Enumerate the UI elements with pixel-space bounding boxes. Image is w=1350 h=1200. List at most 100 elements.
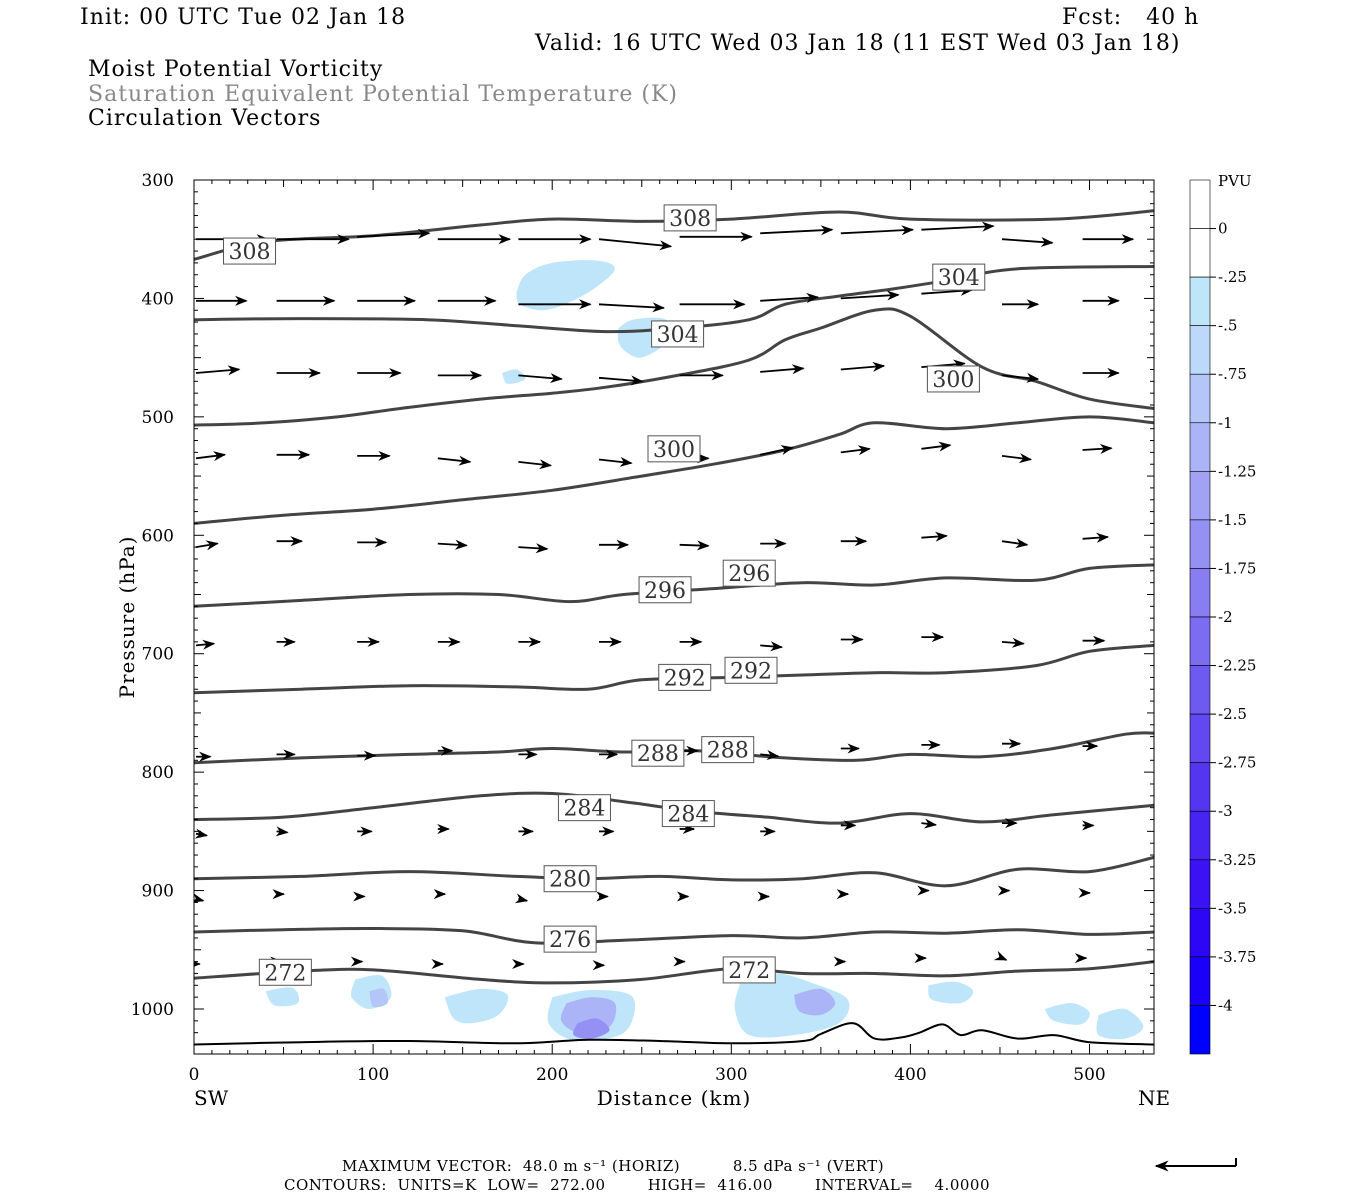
circulation-vector — [357, 228, 431, 239]
circulation-vector — [194, 893, 205, 903]
contour-label: 284 — [661, 800, 715, 828]
circulation-vector — [1001, 372, 1040, 383]
circulation-vector — [598, 302, 666, 313]
y-tick-label: 900 — [142, 882, 174, 902]
colorbar-tick-label: -2.75 — [1218, 754, 1256, 772]
svg-text:272: 272 — [728, 959, 770, 984]
svg-text:276: 276 — [549, 928, 591, 953]
colorbar-tick-label: -3.75 — [1218, 948, 1256, 966]
theta-es-contour-272 — [194, 926, 1154, 945]
y-tick-label: 300 — [142, 171, 174, 191]
contour-label: 300 — [647, 435, 701, 463]
circulation-vector — [840, 290, 900, 301]
svg-text:304: 304 — [938, 266, 980, 291]
svg-text:304: 304 — [657, 323, 699, 348]
svg-text:284: 284 — [667, 803, 709, 828]
x-tick-label: 500 — [1073, 1065, 1105, 1085]
contour-label: 272 — [258, 958, 312, 986]
contour-label: 276 — [543, 925, 597, 953]
contours-note: CONTOURS: UNITS=K LOW= 272.00 HIGH= 416.… — [284, 1176, 990, 1194]
pv-shaded-region — [516, 260, 615, 311]
forecast-hour-label: Fcst: 40 h — [1062, 5, 1200, 30]
colorbar-swatch — [1189, 665, 1211, 715]
svg-text:288: 288 — [707, 739, 749, 764]
colorbar-swatch — [1189, 568, 1211, 618]
theta-es-contour-296 — [194, 415, 1154, 525]
x-tick-label: 300 — [715, 1065, 747, 1085]
theta-es-contour-288 — [194, 643, 1154, 695]
colorbar-swatch — [1189, 519, 1211, 569]
field-title-vectors: Circulation Vectors — [88, 106, 322, 131]
y-tick-label: 1000 — [131, 1000, 174, 1020]
svg-text:288: 288 — [637, 742, 679, 767]
y-tick-label: 500 — [142, 408, 174, 428]
svg-text:308: 308 — [669, 207, 711, 232]
y-tick-label: 800 — [142, 763, 174, 783]
circulation-vector — [518, 543, 549, 554]
circulation-vector — [921, 221, 995, 232]
colorbar-tick-label: -.75 — [1218, 365, 1247, 383]
y-tick-label: 600 — [142, 526, 174, 546]
reference-vector-arrow — [1154, 1158, 1237, 1172]
pv-shaded-region — [502, 369, 526, 384]
circulation-vector — [518, 459, 553, 470]
circulation-vector — [1001, 637, 1025, 648]
svg-text:280: 280 — [549, 868, 591, 893]
svg-text:292: 292 — [730, 659, 772, 684]
max-vector-note: MAXIMUM VECTOR: 48.0 m s⁻¹ (HORIZ) 8.5 d… — [342, 1157, 885, 1175]
field-title-theta-es: Saturation Equivalent Potential Temperat… — [88, 82, 678, 107]
circulation-vector — [437, 455, 472, 466]
colorbar-tick-label: -3.5 — [1218, 899, 1247, 917]
theta-es-contour-292 — [194, 563, 1154, 608]
pv-shaded-region — [265, 987, 300, 1007]
x-tick-label: 400 — [894, 1065, 926, 1085]
circulation-vector — [195, 451, 227, 462]
theta-es-contour-276 — [194, 855, 1154, 888]
colorbar-tick-label: -1.5 — [1218, 511, 1247, 529]
contour-label: 284 — [557, 794, 611, 822]
circulation-vector — [840, 225, 915, 236]
field-title-mpv: Moist Potential Vorticity — [88, 57, 384, 82]
pv-shaded-region — [794, 988, 836, 1016]
pv-shaded-region — [573, 1018, 610, 1039]
x-axis-label: Distance (km) — [597, 1086, 752, 1110]
circulation-vector — [921, 531, 948, 542]
y-tick-label: 700 — [142, 645, 174, 665]
colorbar-swatch — [1189, 276, 1211, 326]
colorbar-swatch — [1189, 810, 1211, 861]
svg-text:284: 284 — [563, 797, 605, 822]
colorbar-tick-label: -1.75 — [1218, 559, 1256, 577]
svg-text:296: 296 — [644, 579, 686, 604]
circulation-vector — [194, 828, 209, 839]
x-tick-label: 200 — [536, 1065, 568, 1085]
circulation-vector — [518, 373, 563, 384]
svg-text:300: 300 — [653, 438, 695, 463]
svg-text:300: 300 — [932, 368, 974, 393]
colorbar-swatch — [1189, 762, 1211, 812]
circulation-vector — [993, 950, 1008, 961]
terrain-fill — [194, 1023, 1154, 1054]
colorbar-swatch — [1189, 179, 1211, 229]
circulation-vector — [760, 641, 784, 652]
colorbar-tick-label: -2.25 — [1218, 657, 1256, 675]
colorbar-tick-label: -.25 — [1218, 268, 1247, 286]
contour-label: 304 — [932, 263, 986, 291]
pv-shaded-region — [928, 981, 974, 1004]
circulation-vector — [760, 750, 780, 761]
circulation-vector — [598, 238, 673, 251]
contour-label: 296 — [722, 559, 776, 587]
x-end-label-left: SW — [194, 1086, 229, 1110]
circulation-vector — [921, 818, 938, 829]
terrain-line — [194, 1022, 1154, 1046]
pv-shaded-region — [444, 988, 509, 1024]
colorbar-tick-label: -4 — [1218, 996, 1233, 1014]
circulation-vector — [514, 893, 529, 904]
circulation-vector — [760, 292, 820, 303]
colorbar-tick-label: -1 — [1218, 414, 1233, 432]
circulation-vector — [840, 445, 871, 456]
circulation-vector — [921, 441, 952, 452]
theta-es-contour-300 — [194, 307, 1154, 427]
contour-label: 292 — [658, 663, 712, 691]
contour-label: 272 — [722, 956, 776, 984]
